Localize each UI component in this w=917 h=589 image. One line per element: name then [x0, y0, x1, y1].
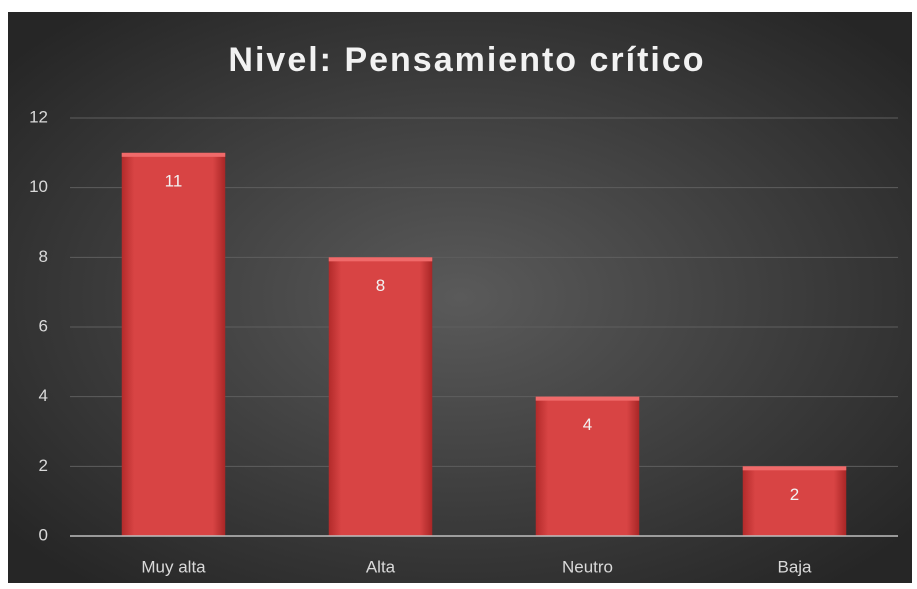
bar-bevel	[535, 396, 640, 401]
bar-bevel	[328, 257, 433, 262]
data-label: 4	[583, 415, 592, 434]
data-label: 8	[376, 276, 385, 295]
bar	[742, 466, 847, 536]
x-tick-label: Muy alta	[141, 557, 206, 576]
y-tick-label: 8	[39, 247, 48, 266]
y-tick-label: 4	[39, 386, 48, 405]
chart-title: Nivel: Pensamiento crítico	[228, 41, 705, 79]
bar	[535, 396, 640, 536]
y-tick-label: 2	[39, 456, 48, 475]
data-label: 11	[165, 171, 183, 190]
x-tick-label: Baja	[777, 557, 812, 576]
y-tick-label: 6	[39, 316, 48, 335]
data-label: 2	[790, 485, 799, 504]
bar	[121, 152, 226, 537]
y-tick-label: 10	[29, 177, 48, 196]
x-tick-label: Alta	[366, 557, 396, 576]
y-tick-label: 0	[39, 525, 48, 544]
y-tick-label: 12	[29, 107, 48, 126]
x-tick-label: Neutro	[562, 557, 613, 576]
bar-bevel	[742, 466, 847, 471]
bar	[328, 257, 433, 536]
bar-bevel	[121, 152, 226, 157]
